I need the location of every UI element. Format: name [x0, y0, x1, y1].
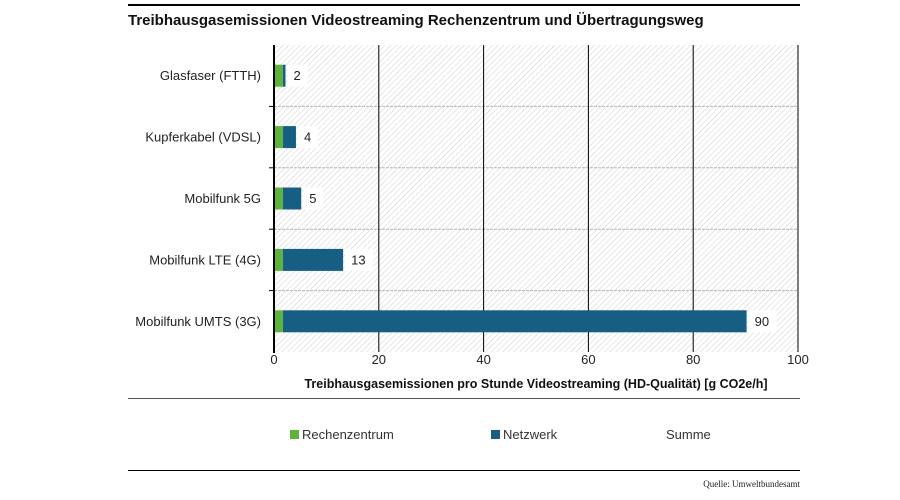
- total-label-bg: [303, 187, 324, 210]
- legend-item-summe: Summe: [666, 427, 711, 442]
- legend-swatch-netzwerk: [491, 430, 500, 439]
- legend-label-rechenzentrum: Rechenzentrum: [302, 427, 394, 442]
- x-tick-label: 80: [686, 352, 700, 367]
- legend-label-netzwerk: Netzwerk: [503, 427, 558, 442]
- plot-area: [274, 45, 798, 352]
- total-label-bg: [748, 310, 777, 333]
- legend-item-rechenzentrum: Rechenzentrum: [290, 427, 394, 442]
- total-label: 90: [755, 314, 769, 329]
- legend-item-netzwerk: Netzwerk: [491, 427, 557, 442]
- x-tick-label: 40: [476, 352, 490, 367]
- category-label: Mobilfunk UMTS (3G): [135, 314, 261, 329]
- bar-netzwerk: [282, 187, 302, 210]
- middle-rule: [128, 398, 800, 399]
- category-label: Mobilfunk 5G: [184, 191, 261, 206]
- chart-title: Treibhausgasemissionen Videostreaming Re…: [128, 12, 704, 29]
- x-tick-label: 0: [270, 352, 277, 367]
- legend-label-summe: Summe: [666, 427, 711, 442]
- bar-netzwerk: [282, 248, 344, 271]
- total-label: 5: [309, 191, 316, 206]
- bar-rechenzentrum: [275, 187, 283, 210]
- bar-netzwerk: [282, 310, 747, 333]
- x-tick-label: 60: [581, 352, 595, 367]
- total-label-bg: [297, 126, 318, 149]
- source-note: Quelle: Umweltbundesamt: [703, 479, 800, 489]
- category-label: Mobilfunk LTE (4G): [149, 252, 261, 267]
- legend-swatch-rechenzentrum: [290, 430, 299, 439]
- bar-netzwerk: [282, 126, 296, 149]
- x-tick-label: 100: [787, 352, 809, 367]
- bottom-rule: [128, 470, 800, 471]
- total-label: 2: [293, 68, 300, 83]
- x-axis-label: Treibhausgasemissionen pro Stunde Videos…: [304, 377, 767, 391]
- total-label-bg: [345, 248, 374, 271]
- x-tick-label: 20: [372, 352, 386, 367]
- total-label: 13: [351, 252, 365, 267]
- category-label: Glasfaser (FTTH): [160, 68, 261, 83]
- total-label-bg: [287, 64, 308, 87]
- bar-rechenzentrum: [275, 64, 283, 87]
- bar-rechenzentrum: [275, 248, 283, 271]
- category-label: Kupferkabel (VDSL): [145, 130, 261, 145]
- bar-rechenzentrum: [275, 126, 283, 149]
- bar-netzwerk: [282, 64, 286, 87]
- total-label: 4: [304, 130, 311, 145]
- bar-rechenzentrum: [275, 310, 283, 333]
- top-rule: [128, 4, 800, 6]
